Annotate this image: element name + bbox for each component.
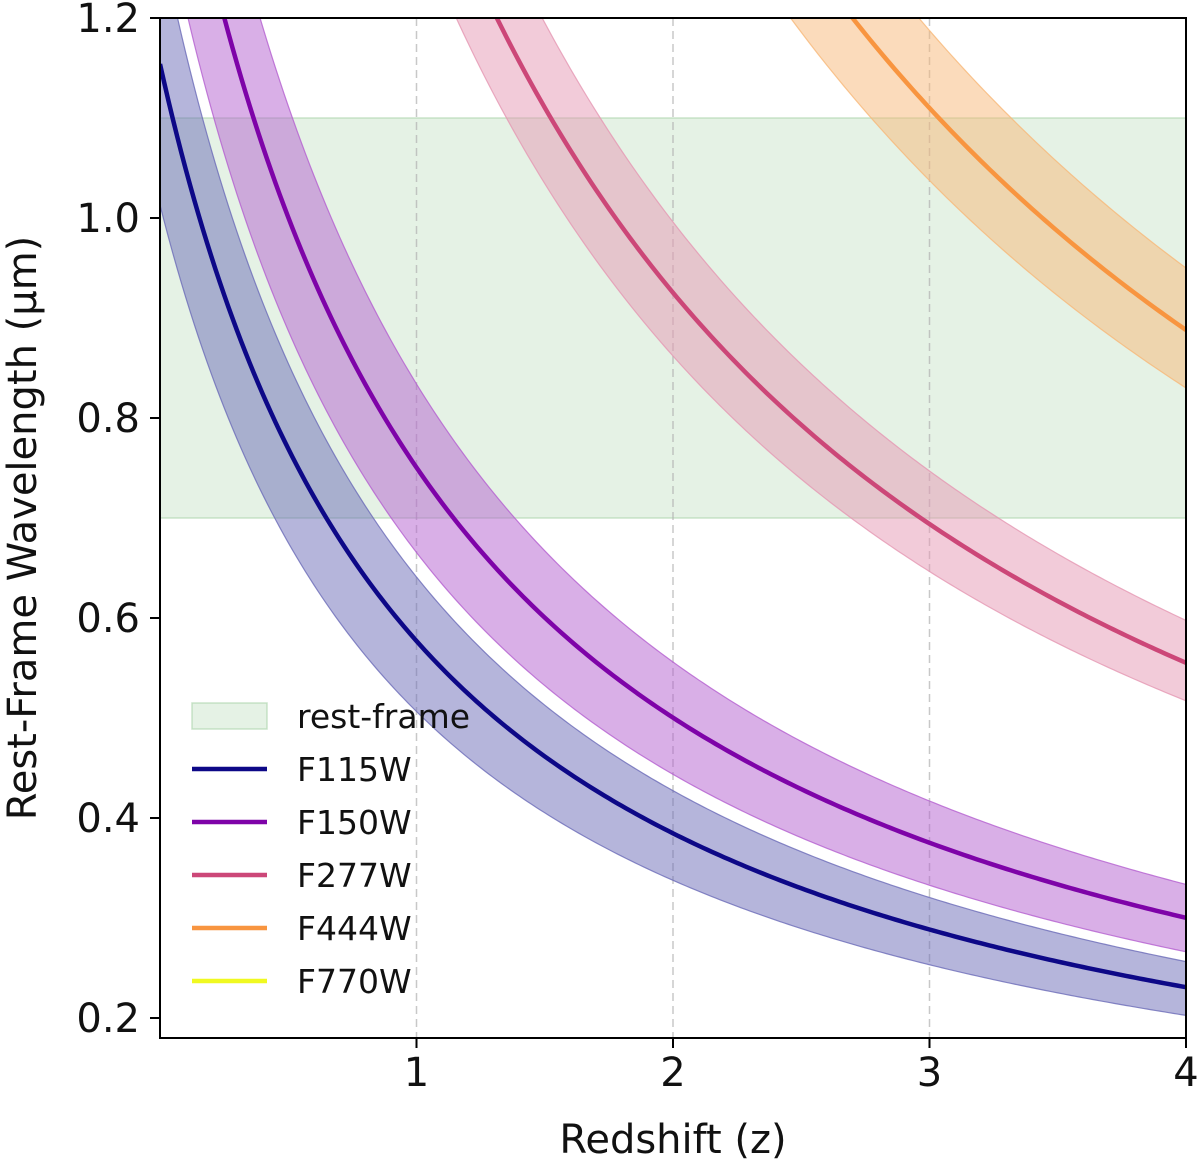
- legend-label-f277w: F277W: [297, 856, 412, 895]
- y-tick-label: 1.0: [76, 196, 140, 242]
- x-tick-label: 1: [404, 1050, 429, 1096]
- band-f115w: [160, 18, 1186, 1017]
- legend-label-f444w: F444W: [297, 909, 412, 948]
- y-tick-label: 1.2: [76, 0, 140, 42]
- line-f115w: [160, 63, 1186, 990]
- y-axis-label: Rest-Frame Wavelength (μm): [0, 236, 46, 821]
- x-tick-label: 3: [917, 1050, 942, 1096]
- legend-label-f770w: F770W: [297, 962, 412, 1001]
- legend-swatch-rest-frame: [191, 702, 268, 730]
- legend-label-rest-frame: rest-frame: [297, 697, 470, 736]
- line-f277w: [494, 18, 1186, 665]
- y-tick-label: 0.6: [76, 596, 140, 642]
- band-f150w: [187, 18, 1186, 953]
- band-f444w: [789, 18, 1186, 389]
- legend-label-f150w: F150W: [297, 803, 412, 842]
- x-tick-label: 4: [1173, 1050, 1198, 1096]
- line-f150w: [222, 18, 1186, 920]
- x-tick-label: 2: [660, 1050, 685, 1096]
- line-f444w: [849, 18, 1186, 332]
- y-tick-label: 0.4: [76, 796, 140, 842]
- band-f277w: [455, 18, 1186, 702]
- y-tick-label: 0.8: [76, 396, 140, 442]
- y-tick-label: 0.2: [76, 996, 140, 1042]
- x-axis-label: Redshift (z): [559, 1117, 786, 1163]
- legend-label-f115w: F115W: [297, 750, 412, 789]
